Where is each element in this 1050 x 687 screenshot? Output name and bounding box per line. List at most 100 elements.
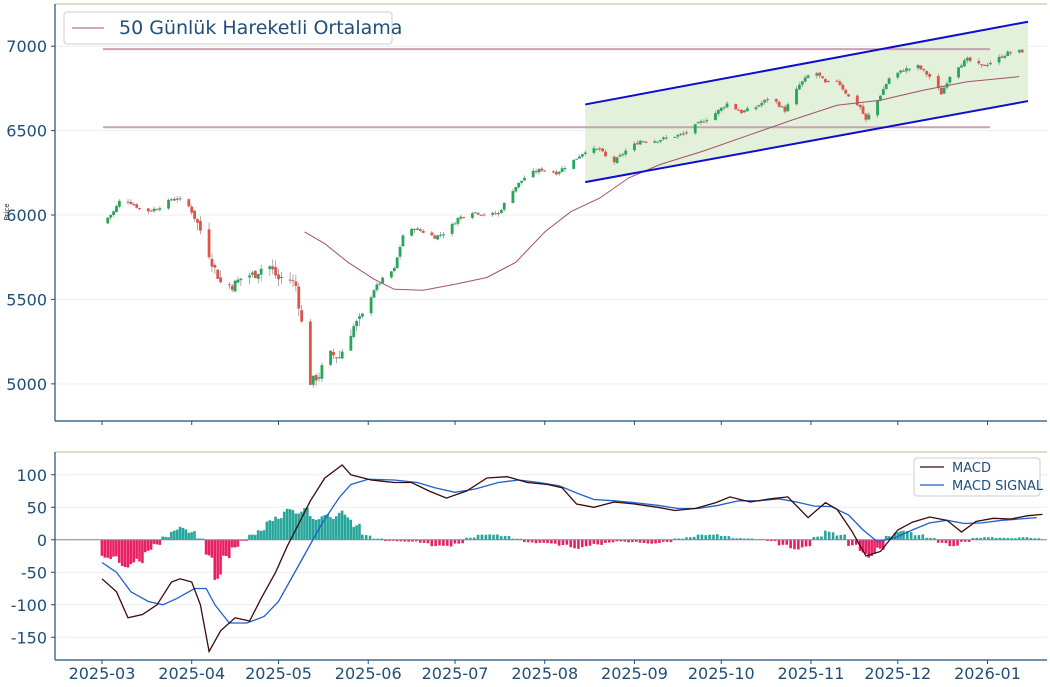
macd-histogram-bar xyxy=(553,539,557,544)
macd-histogram-bar xyxy=(225,539,228,556)
candle-body xyxy=(499,210,503,213)
macd-histogram-bar xyxy=(196,538,199,540)
candle-body xyxy=(699,121,703,123)
candle-body xyxy=(939,87,943,95)
macd-histogram-bar xyxy=(297,513,300,540)
candle-body xyxy=(436,235,440,240)
candle-body xyxy=(1006,51,1010,56)
x-tick-label: 2026-01 xyxy=(954,664,1021,683)
candle-body xyxy=(644,141,648,143)
macd-histogram-bar xyxy=(403,539,407,542)
candle-body xyxy=(459,216,463,219)
macd-histogram-bar xyxy=(929,537,932,540)
candle-body xyxy=(149,210,153,212)
macd-histogram-bar xyxy=(913,535,917,540)
macd-histogram-bar xyxy=(952,539,955,547)
macd-histogram-bar xyxy=(507,535,511,540)
candle-body xyxy=(236,279,240,283)
candle-body xyxy=(757,105,761,107)
macd-histogram-bar xyxy=(750,538,754,540)
macd-histogram-bar xyxy=(320,516,324,540)
macd-histogram-bar xyxy=(604,539,607,543)
candle-body xyxy=(329,350,333,365)
macd-histogram-bar xyxy=(496,534,499,540)
macd-histogram-bar xyxy=(187,532,191,540)
macd-histogram-bar xyxy=(1033,538,1037,540)
macd-panel: -150 -100 -50 0 50 100 2025-03 2025-04 2025-05 20… xyxy=(11,451,1047,683)
candle-body xyxy=(783,106,787,112)
macd-histogram-bar xyxy=(546,539,549,544)
macd-histogram-bar xyxy=(700,534,704,540)
macd-histogram-bar xyxy=(689,537,692,540)
candle-body xyxy=(540,168,544,171)
macd-histogram-bar xyxy=(193,531,196,540)
macd-histogram-bar xyxy=(210,539,214,558)
candle-body xyxy=(763,99,767,103)
macd-histogram-bar xyxy=(503,535,507,540)
macd-histogram-bar xyxy=(704,535,708,540)
macd-histogram-bar xyxy=(731,538,735,540)
macd-histogram-bar xyxy=(422,539,426,543)
macd-histogram-bar xyxy=(902,530,905,540)
macd-legend-box xyxy=(913,457,1041,497)
candle-body xyxy=(592,148,596,153)
candle-body xyxy=(227,284,231,286)
candle-body xyxy=(925,71,929,75)
macd-histogram-bar xyxy=(376,538,380,540)
candle-body xyxy=(661,137,665,140)
candle-body xyxy=(158,208,162,210)
candle-body xyxy=(795,88,798,105)
macd-histogram-bar xyxy=(634,539,638,542)
macd-histogram-bar xyxy=(288,509,292,540)
candle-body xyxy=(997,56,1001,63)
macd-histogram-bar xyxy=(430,539,434,547)
x-tick-label: 2025-08 xyxy=(511,664,578,683)
candle-body xyxy=(618,155,622,157)
macd-histogram-bar xyxy=(411,539,414,542)
candle-body xyxy=(714,113,717,121)
candle-body xyxy=(821,76,824,79)
candle-body xyxy=(673,136,677,138)
macd-histogram-bar xyxy=(940,539,944,543)
candle-body xyxy=(601,148,605,152)
candle-body xyxy=(433,235,437,239)
macd-histogram-bar xyxy=(172,530,176,540)
macd-histogram-bar xyxy=(334,516,338,540)
candle-body xyxy=(855,95,859,106)
macd-histogram-bar xyxy=(388,539,391,541)
candle-body xyxy=(375,284,379,290)
candle-body xyxy=(479,214,483,216)
macd-histogram-bar xyxy=(236,539,240,547)
macd-histogram-bar xyxy=(152,539,156,544)
candle-body xyxy=(633,143,636,151)
macd-histogram-bar xyxy=(222,539,225,556)
candle-body xyxy=(115,206,118,213)
macd-histogram-bar xyxy=(960,539,963,542)
macd-y-tick-label: -150 xyxy=(11,628,47,647)
macd-histogram-bar xyxy=(488,534,491,540)
macd-histogram-bar xyxy=(983,537,986,540)
candle-body xyxy=(132,204,136,206)
macd-histogram-bar xyxy=(864,539,868,554)
macd-histogram-bar xyxy=(607,539,611,543)
macd-histogram-bar xyxy=(956,539,959,546)
macd-histogram-bar xyxy=(178,526,182,540)
candle-body xyxy=(117,200,121,207)
candle-body xyxy=(977,61,981,64)
macd-histogram-bar xyxy=(245,539,248,541)
candle-body xyxy=(766,99,769,101)
macd-histogram-bar xyxy=(538,539,542,543)
candle-body xyxy=(876,100,879,116)
macd-histogram-bar xyxy=(820,536,823,540)
candle-body xyxy=(537,169,541,173)
macd-histogram-bar xyxy=(492,534,495,540)
macd-histogram-bar xyxy=(207,539,211,556)
macd-histogram-bar xyxy=(827,531,831,540)
macd-histogram-bar xyxy=(998,537,1002,540)
macd-histogram-bar xyxy=(155,539,159,545)
candle-body xyxy=(685,132,688,134)
candle-body xyxy=(450,223,454,234)
candle-body xyxy=(659,140,662,142)
macd-histogram-bar xyxy=(343,514,347,540)
macd-histogram-bar xyxy=(685,537,688,540)
